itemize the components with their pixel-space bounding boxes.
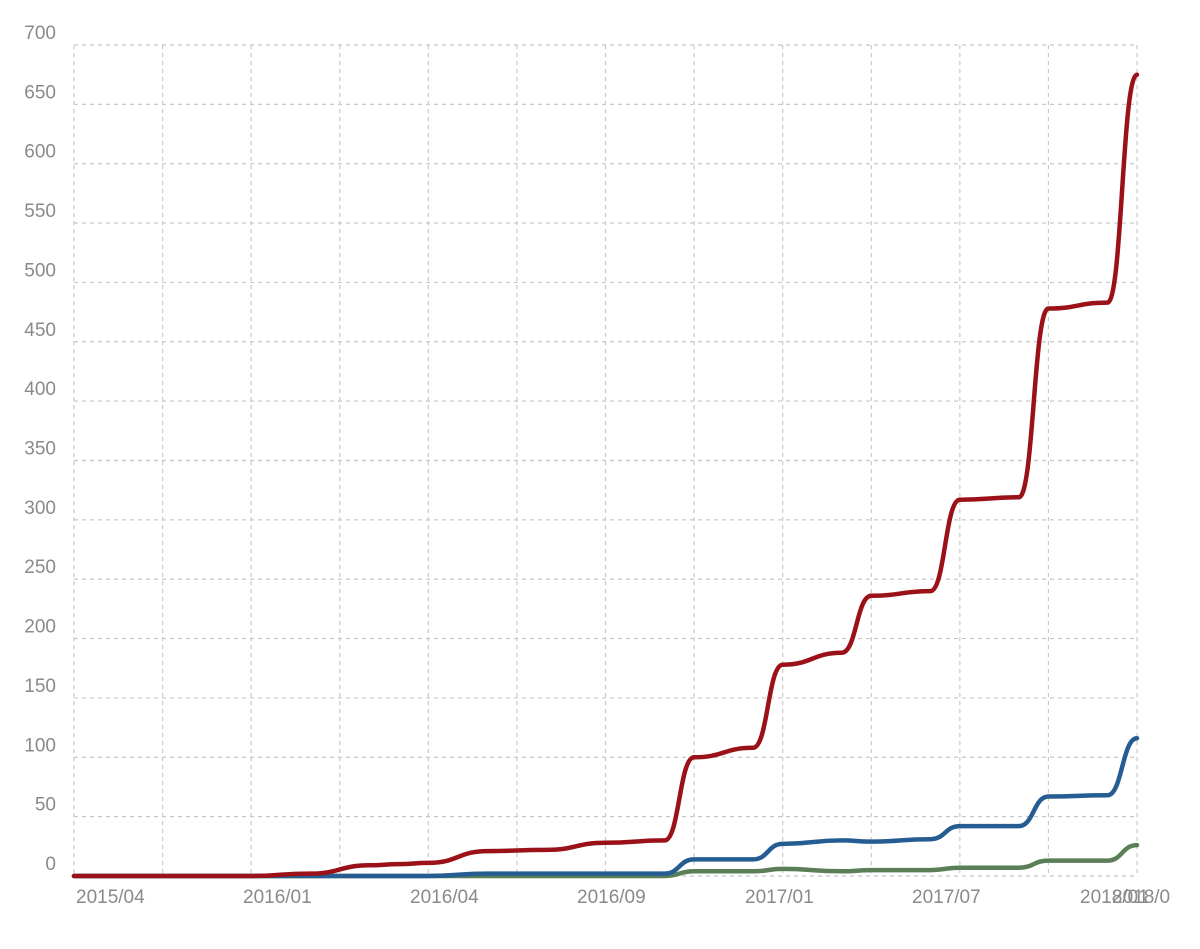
x-tick-label: 2016/04 <box>410 887 479 908</box>
x-tick-label: 2016/09 <box>577 887 646 908</box>
x-axis-labels: 2015/04 2016/01 2016/04 2016/09 2017/01 2017/… <box>76 887 1170 908</box>
x-tick-label: 2018/0 <box>1112 887 1170 908</box>
y-tick-label: 300 <box>24 498 56 519</box>
y-tick-label: 350 <box>24 439 56 460</box>
x-tick-label: 2018/01 <box>1080 887 1149 908</box>
series-line-1 <box>71 736 1140 879</box>
y-tick-label: 550 <box>24 201 56 222</box>
y-tick-label: 50 <box>35 795 56 816</box>
x-tick-label: 2017/07 <box>912 887 981 908</box>
y-tick-label: 0 <box>45 854 56 875</box>
y-tick-label: 600 <box>24 142 56 163</box>
x-tick-label: 2015/04 <box>76 887 145 908</box>
x-tick-label: 2016/01 <box>243 887 312 908</box>
grid-layer <box>73 44 1138 877</box>
y-tick-label: 100 <box>24 735 56 756</box>
y-axis-labels: 0 50 100 150 200 250 300 350 400 450 500 550 600 650 7… <box>24 23 56 875</box>
y-tick-label: 200 <box>24 617 56 638</box>
y-tick-label: 700 <box>24 23 56 44</box>
series-line-0 <box>71 72 1140 879</box>
y-tick-label: 150 <box>24 676 56 697</box>
series-layer <box>71 72 1140 879</box>
y-tick-label: 250 <box>24 557 56 578</box>
y-tick-label: 650 <box>24 82 56 103</box>
x-tick-label: 2017/01 <box>745 887 814 908</box>
series-line-2 <box>71 842 1140 879</box>
y-tick-label: 450 <box>24 320 56 341</box>
y-tick-label: 400 <box>24 379 56 400</box>
y-tick-label: 500 <box>24 260 56 281</box>
